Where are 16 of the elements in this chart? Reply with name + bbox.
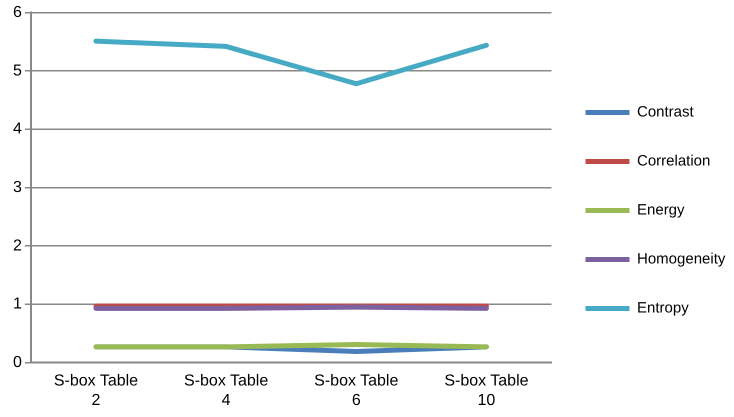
legend-label: Homogeneity (637, 250, 734, 268)
y-tick-label: 1 (12, 296, 22, 313)
y-tick-label: 4 (12, 120, 22, 138)
x-tick-label: S-box Table 4 (184, 372, 268, 409)
legend-label: Energy (637, 202, 693, 219)
legend-label: Contrast (637, 104, 702, 121)
y-tick-label: 6 (12, 4, 22, 22)
x-tick-label: S-box Table 2 (54, 372, 138, 409)
y-tick-label: 3 (12, 179, 22, 196)
x-tick-label: S-box Table 6 (314, 372, 398, 409)
y-tick-label: 2 (12, 237, 22, 254)
y-tick-label: 0 (12, 354, 22, 372)
x-tick-label: S-box Table 10 (444, 372, 529, 409)
y-tick-label: 5 (12, 62, 22, 80)
legend-label: Correlation (637, 152, 719, 170)
legend-label: Entropy (637, 300, 698, 317)
